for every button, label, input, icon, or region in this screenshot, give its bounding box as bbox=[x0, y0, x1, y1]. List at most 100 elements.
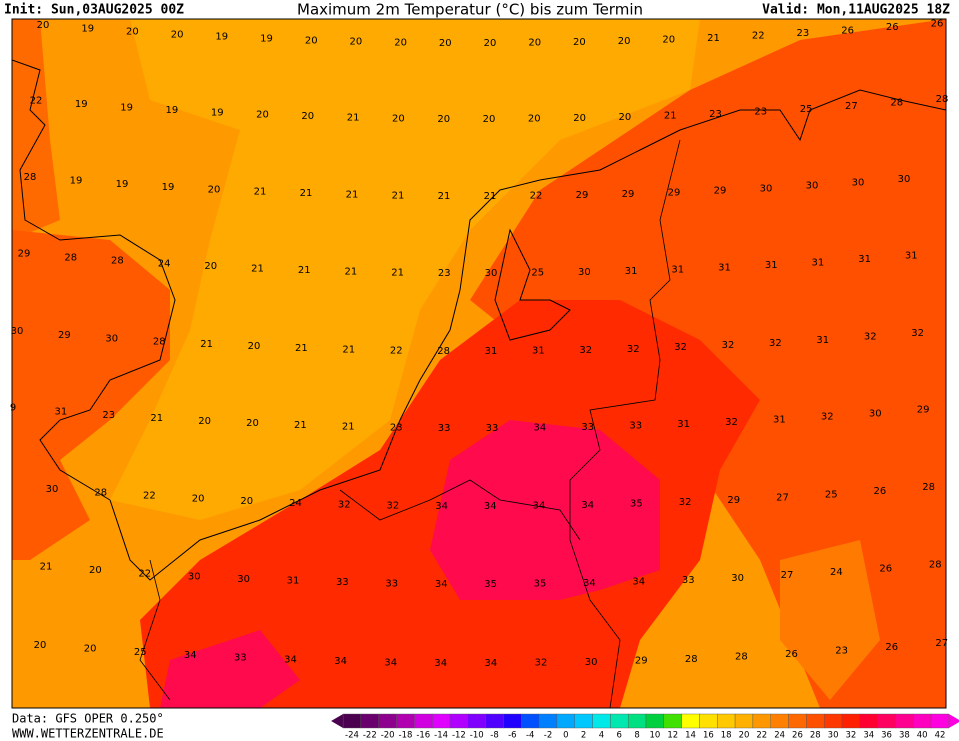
temperature-value: 20 bbox=[573, 113, 586, 124]
temperature-value: 19 bbox=[215, 32, 228, 43]
temperature-value: 34 bbox=[533, 501, 546, 512]
color-bar: -24 -22 -20 -18 -16 -14 -12 -10 -8 -6 -4 -2 0 2 4 6 8 10 1… bbox=[331, 713, 959, 741]
temperature-value: 29 bbox=[576, 190, 589, 201]
valid-time: Valid: Mon,11AUG2025 18Z bbox=[762, 3, 950, 18]
temperature-value: 31 bbox=[773, 415, 786, 426]
temperature-value: 21 bbox=[40, 561, 53, 572]
color-bar-box bbox=[859, 713, 878, 729]
temperature-value: 20 bbox=[84, 644, 97, 655]
color-bar-box bbox=[770, 713, 789, 729]
temperature-value: 20 bbox=[171, 29, 184, 40]
temperature-value: 21 bbox=[438, 191, 451, 202]
color-bar-box bbox=[414, 713, 433, 729]
temperature-value: 20 bbox=[204, 261, 217, 272]
temperature-value: 20 bbox=[89, 565, 102, 576]
color-bar-label: 30 bbox=[828, 731, 839, 741]
temperature-value: 19 bbox=[260, 34, 273, 45]
temperature-value: 26 bbox=[886, 22, 899, 33]
color-bar-box bbox=[806, 713, 825, 729]
temperature-value: 29 bbox=[714, 186, 727, 197]
temperature-value: 30 bbox=[237, 574, 250, 585]
color-bar-label: 22 bbox=[756, 731, 767, 741]
temperature-value: 27 bbox=[935, 638, 948, 649]
color-bar-label: -16 bbox=[416, 731, 430, 741]
temperature-value: 19 bbox=[120, 102, 133, 113]
temperature-value: 33 bbox=[682, 575, 695, 586]
temperature-value: 34 bbox=[581, 500, 594, 511]
temperature-value: 21 bbox=[150, 413, 163, 424]
color-bar-box bbox=[734, 713, 754, 729]
temperature-value: 25 bbox=[800, 104, 813, 115]
temperature-value: 20 bbox=[439, 38, 452, 49]
temperature-value: 25 bbox=[134, 647, 147, 658]
temperature-value: 22 bbox=[143, 491, 156, 502]
color-bar-box bbox=[556, 713, 575, 729]
color-bar-box bbox=[681, 713, 700, 729]
temperature-value: 20 bbox=[240, 496, 253, 507]
color-bar-box bbox=[431, 713, 451, 729]
color-bar-label: 0 bbox=[563, 731, 568, 741]
temperature-value: 21 bbox=[254, 186, 267, 197]
temperature-value: 30 bbox=[46, 484, 59, 495]
temperature-value: 26 bbox=[785, 649, 798, 660]
temperature-value: 28 bbox=[437, 346, 450, 357]
color-bar-label: -12 bbox=[452, 731, 466, 741]
temperature-value: 31 bbox=[485, 346, 498, 357]
color-bar-box bbox=[378, 713, 397, 729]
temperature-value: 20 bbox=[256, 110, 269, 121]
color-bar-label: -22 bbox=[363, 731, 377, 741]
temperature-value: 32 bbox=[864, 332, 877, 343]
temperature-value: 32 bbox=[679, 497, 692, 508]
temperature-value: 29 bbox=[622, 189, 635, 200]
color-bar-box bbox=[841, 713, 861, 729]
temperature-value: 29 bbox=[635, 656, 648, 667]
color-bar-box bbox=[913, 713, 932, 729]
temperature-value: 23 bbox=[102, 410, 115, 421]
temperature-value: 26 bbox=[841, 25, 854, 36]
temperature-value: 30 bbox=[585, 657, 598, 668]
temperature-value: 34 bbox=[534, 423, 547, 434]
temperature-value: 29 bbox=[18, 248, 31, 259]
temperature-value: 33 bbox=[234, 653, 247, 664]
color-bar-box bbox=[342, 713, 362, 729]
color-bar-label: 26 bbox=[792, 731, 803, 741]
color-bar-label: -20 bbox=[381, 731, 395, 741]
color-bar-box bbox=[717, 713, 736, 729]
temperature-value: 20 bbox=[37, 20, 50, 31]
temperature-value: 32 bbox=[674, 342, 687, 353]
color-bar-label: 42 bbox=[935, 731, 946, 741]
temperature-value: 28 bbox=[890, 98, 903, 109]
temperature-value: 34 bbox=[434, 658, 447, 669]
temperature-value: 34 bbox=[484, 501, 497, 512]
temperature-value: 26 bbox=[874, 486, 887, 497]
temperature-value: 21 bbox=[342, 421, 355, 432]
temperature-value: 21 bbox=[342, 344, 355, 355]
temperature-value: 34 bbox=[435, 501, 448, 512]
temperature-value: 20 bbox=[618, 36, 631, 47]
temperature-value: 32 bbox=[722, 340, 735, 351]
color-bar-label: 36 bbox=[881, 731, 892, 741]
color-bar-box bbox=[627, 713, 647, 729]
temperature-value: 28 bbox=[94, 488, 107, 499]
website: WWW.WETTERZENTRALE.DE bbox=[12, 727, 164, 741]
temperature-value: 22 bbox=[30, 96, 43, 107]
temperature-value: 21 bbox=[298, 265, 311, 276]
temperature-value: 31 bbox=[55, 407, 68, 418]
temperature-value: 23 bbox=[754, 107, 767, 118]
temperature-value: 19 bbox=[81, 24, 94, 35]
temperature-value: 34 bbox=[485, 658, 498, 669]
temperature-value: 20 bbox=[619, 112, 632, 123]
temperature-value: 30 bbox=[188, 571, 201, 582]
temperature-value: 34 bbox=[384, 657, 397, 668]
temperature-value: 34 bbox=[284, 655, 297, 666]
color-bar-box bbox=[930, 713, 950, 729]
temperature-value: 28 bbox=[111, 256, 124, 267]
color-bar-box bbox=[877, 713, 896, 729]
temperature-value: 28 bbox=[929, 560, 942, 571]
color-bar-box bbox=[699, 713, 718, 729]
temperature-value: 21 bbox=[300, 188, 313, 199]
temperature-value: 22 bbox=[138, 568, 151, 579]
temperature-value: 32 bbox=[338, 499, 351, 510]
temperature-value: 22 bbox=[752, 31, 765, 42]
color-bar-label: 38 bbox=[899, 731, 910, 741]
